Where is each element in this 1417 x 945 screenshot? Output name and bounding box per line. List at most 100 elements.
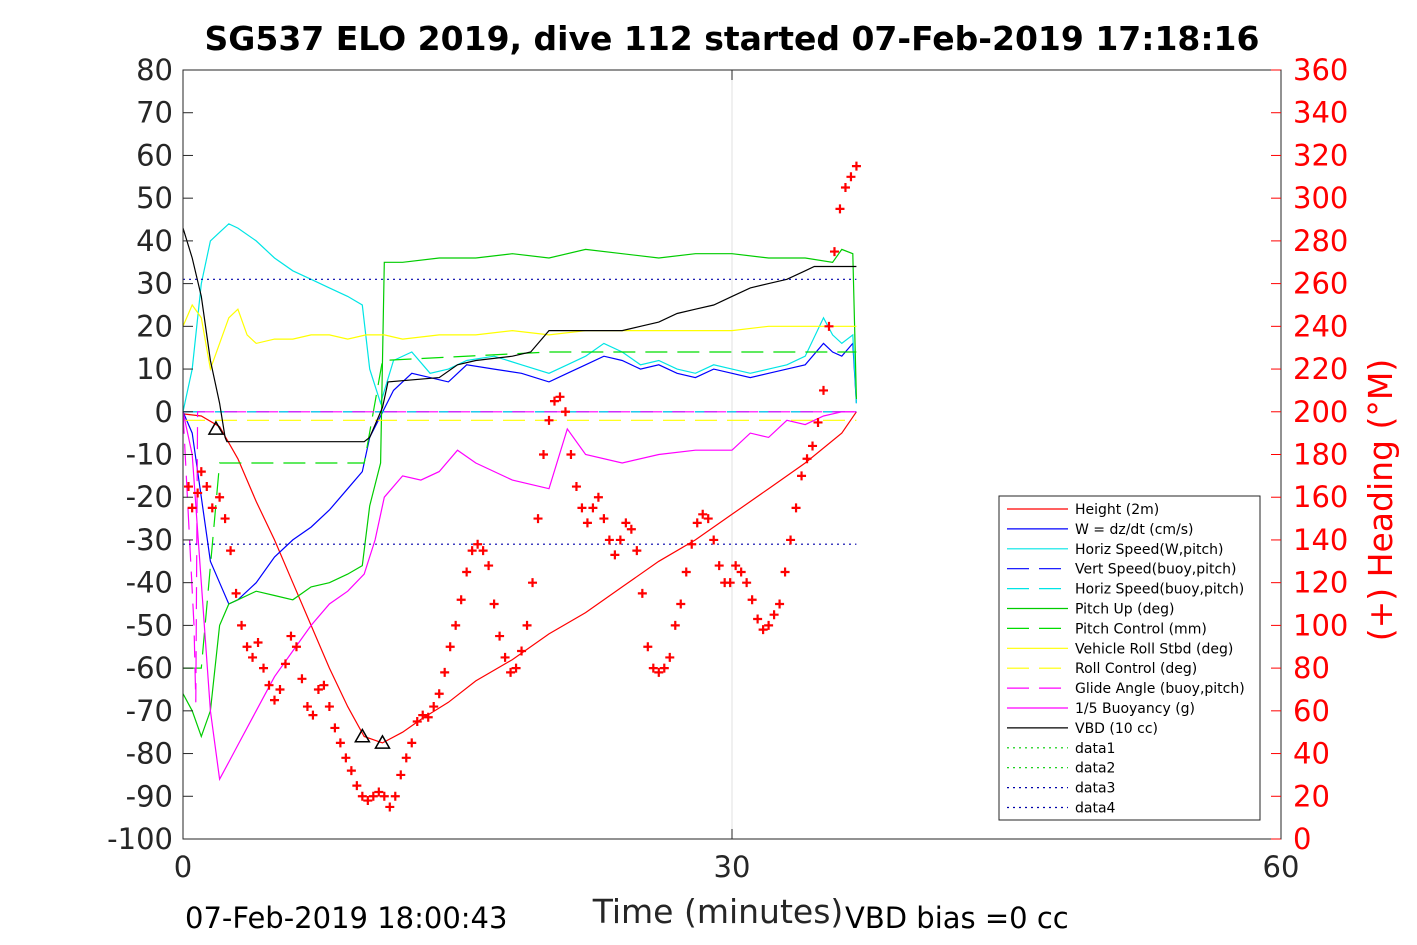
heading-point: [313, 684, 323, 694]
right-tick-label: 220: [1293, 352, 1348, 386]
heading-point: [566, 450, 576, 459]
series-layer: [182, 223, 857, 782]
legend-label: VBD (10 cc): [1075, 721, 1158, 737]
heading-point: [423, 712, 433, 722]
right-tick-label: 80: [1293, 651, 1330, 685]
heading-point: [637, 588, 647, 598]
series-line-pitch-up-deg: [182, 248, 857, 739]
left-tick-label: 70: [136, 96, 173, 130]
x-axis-label: Time (minutes): [592, 892, 844, 931]
heading-point: [758, 625, 768, 635]
left-tick-label: -20: [126, 480, 173, 514]
right-tick-label: 240: [1293, 309, 1348, 343]
heading-point: [489, 599, 499, 609]
legend-label: Roll Control (deg): [1075, 661, 1197, 677]
right-tick-label: 20: [1293, 779, 1330, 813]
left-tick-label: -100: [107, 822, 173, 856]
legend-label: Horiz Speed(W,pitch): [1075, 542, 1223, 558]
legend-label: data4: [1075, 801, 1116, 817]
heading-point: [560, 407, 570, 417]
x-axis-ticks: 0 30 60: [174, 70, 1299, 884]
heading-point: [714, 561, 724, 571]
heading-point: [451, 620, 461, 630]
legend-label: Glide Angle (buoy,pitch): [1075, 681, 1245, 697]
heading-point: [270, 695, 279, 705]
heading-point: [467, 546, 477, 556]
heading-point: [791, 503, 801, 513]
right-tick-label: 320: [1293, 138, 1348, 172]
legend-label: Horiz Speed(buoy,pitch): [1075, 582, 1244, 598]
heading-point: [654, 667, 664, 677]
series-line-horiz-speed-w-pitch: [182, 223, 857, 412]
heading-point: [643, 642, 653, 652]
heading-point: [698, 509, 708, 519]
heading-point: [797, 471, 807, 481]
heading-point: [335, 738, 345, 748]
heading-point: [368, 791, 378, 801]
heading-point: [478, 546, 488, 556]
left-tick-label: 0: [155, 395, 173, 429]
right-tick-label: 280: [1293, 224, 1348, 258]
heading-point: [396, 770, 406, 780]
heading-point: [621, 518, 631, 528]
heading-point: [539, 450, 549, 459]
heading-point: [407, 738, 417, 748]
heading-point: [725, 578, 735, 588]
heading-point: [193, 488, 203, 498]
legend-label: Vehicle Roll Stbd (deg): [1075, 641, 1233, 657]
legend-label: Height (2m): [1075, 502, 1159, 518]
heading-point: [319, 680, 329, 690]
heading-point: [840, 182, 850, 192]
heading-point: [588, 503, 598, 513]
heading-point: [462, 567, 472, 577]
left-tick-label: -40: [126, 566, 173, 600]
heading-point: [846, 172, 856, 182]
heading-point: [341, 753, 351, 763]
left-tick-label: -80: [126, 737, 173, 771]
right-tick-label: 0: [1293, 822, 1311, 856]
heading-point: [687, 539, 697, 549]
heading-point: [851, 161, 861, 171]
heading-point: [753, 614, 763, 624]
heading-point: [736, 567, 746, 577]
heading-point: [610, 550, 620, 560]
heading-point: [401, 753, 411, 763]
heading-point: [418, 710, 428, 720]
left-tick-label: 80: [136, 53, 173, 87]
heading-point: [385, 802, 395, 812]
right-tick-label: 200: [1293, 395, 1348, 429]
left-tick-label: -30: [126, 523, 173, 557]
right-tick-label: 180: [1293, 438, 1348, 472]
right-tick-label: 60: [1293, 694, 1330, 728]
heading-point: [522, 620, 532, 630]
heading-point: [183, 482, 193, 492]
legend-label: W = dz/dt (cm/s): [1075, 522, 1194, 538]
series-line-1-5-buoyancy-g: [182, 411, 857, 782]
right-tick-label: 160: [1293, 480, 1348, 514]
heading-point: [764, 620, 774, 630]
heading-point: [264, 680, 274, 690]
left-tick-label: -60: [126, 651, 173, 685]
legend-box: [998, 495, 1261, 821]
right-tick-label: 100: [1293, 608, 1348, 642]
chart-title: SG537 ELO 2019, dive 112 started 07-Feb-…: [205, 19, 1260, 58]
heading-point: [786, 535, 796, 545]
heading-point: [196, 467, 206, 477]
heading-point: [248, 652, 258, 662]
heading-point: [775, 599, 785, 609]
heading-point: [352, 781, 362, 791]
heading-point: [363, 796, 373, 806]
heading-point: [379, 791, 389, 801]
heading-point: [582, 518, 592, 528]
heading-point: [731, 561, 741, 571]
heading-point: [346, 766, 356, 776]
heading-point: [692, 518, 702, 528]
left-tick-label: -70: [126, 694, 173, 728]
heading-point: [297, 674, 307, 684]
left-tick-label: 60: [136, 138, 173, 172]
left-tick-label: -90: [126, 779, 173, 813]
right-tick-label: 260: [1293, 267, 1348, 301]
x-tick-label: 0: [174, 850, 192, 884]
heading-point: [390, 791, 400, 801]
